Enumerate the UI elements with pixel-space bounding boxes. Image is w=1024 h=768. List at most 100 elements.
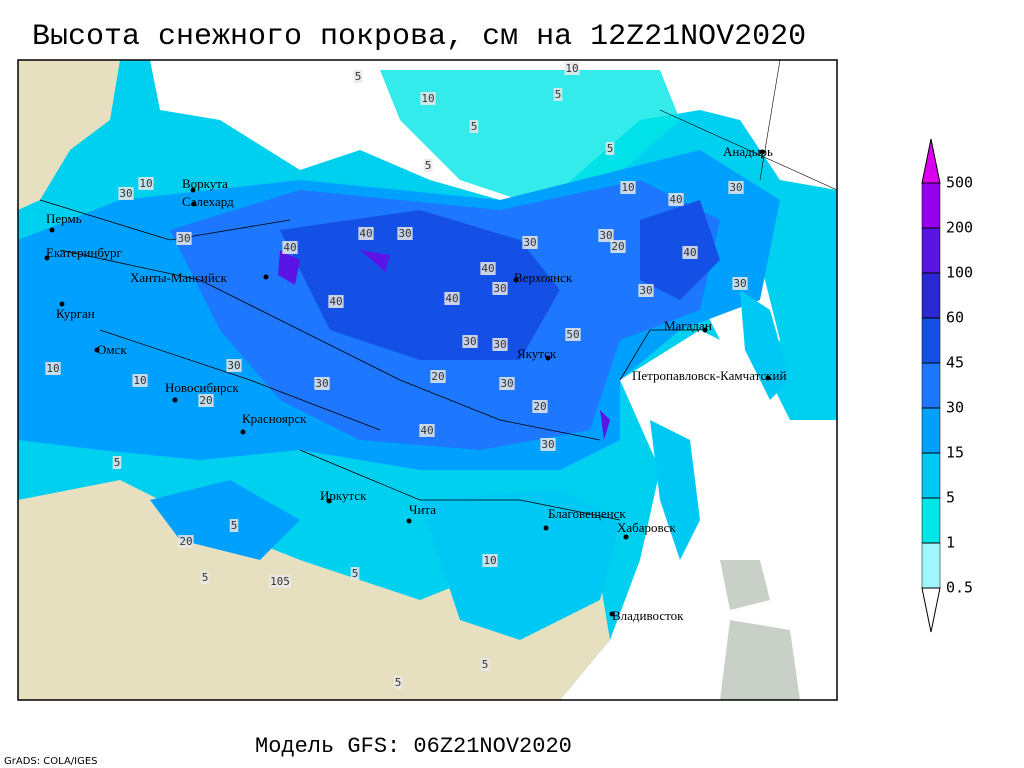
contour-label: 105 xyxy=(270,575,290,588)
city-label: Салехард xyxy=(182,194,234,209)
city-label: Екатеринбург xyxy=(46,245,122,260)
contour-label: 10 xyxy=(483,554,496,567)
contour-label-box xyxy=(462,335,478,348)
city: Хабаровск xyxy=(617,520,676,540)
contour-label-box xyxy=(668,193,684,206)
city-dot xyxy=(326,498,332,504)
contour-label: 30 xyxy=(177,232,190,245)
contour-label: 5 xyxy=(231,519,238,532)
contour-label: 5 xyxy=(425,159,432,172)
land-bare xyxy=(18,480,610,700)
contour-label: 30 xyxy=(315,377,328,390)
cities: Воркута Салехард Пермь Екатеринбург Хант… xyxy=(44,144,787,623)
contour-label-box xyxy=(269,575,291,588)
contour-label: 40 xyxy=(329,295,342,308)
map-frame xyxy=(17,59,838,701)
border xyxy=(39,199,700,521)
contour-label-box xyxy=(492,282,508,295)
contour-label-box xyxy=(564,62,580,75)
contour-label-box xyxy=(200,571,210,584)
contour-label-box xyxy=(565,328,581,341)
title: Высота снежного покрова, см на 12Z21NOV2… xyxy=(32,20,806,54)
city-label: Новосибирск xyxy=(165,380,239,395)
city: Анадырь xyxy=(723,144,773,159)
contour-label-box xyxy=(45,362,61,375)
snow-45 xyxy=(640,200,720,300)
contour-label-box xyxy=(532,400,548,413)
city: Новосибирск xyxy=(165,380,239,403)
colorbar-band xyxy=(921,452,941,499)
contour-label-box xyxy=(314,377,330,390)
city: Владивосток xyxy=(609,608,684,623)
contour-label-box xyxy=(420,92,436,105)
contour-label: 40 xyxy=(420,424,433,437)
contour-label: 40 xyxy=(445,292,458,305)
city-dot xyxy=(59,301,65,307)
contour-label-box xyxy=(353,70,363,83)
contour-label: 30 xyxy=(733,277,746,290)
colorbar-band xyxy=(921,272,941,319)
contour-label: 20 xyxy=(199,394,212,407)
city-dot xyxy=(240,429,246,435)
city: Чита xyxy=(406,502,436,524)
contour-label: 10 xyxy=(565,62,578,75)
contour-label: 5 xyxy=(555,88,562,101)
city-label: Омск xyxy=(97,342,127,357)
contour-label-box xyxy=(132,374,148,387)
contour-label: 5 xyxy=(482,658,489,671)
contour-label: 30 xyxy=(599,229,612,242)
colorbar-band xyxy=(921,182,941,229)
contour-label: 30 xyxy=(398,227,411,240)
contour-label: 5 xyxy=(352,567,359,580)
city-label: Воркута xyxy=(182,176,228,191)
contour-label: 5 xyxy=(471,120,478,133)
city: Курган xyxy=(56,301,95,321)
city-dot xyxy=(191,201,197,207)
contour-label-box xyxy=(728,181,744,194)
map xyxy=(18,60,837,700)
city-dot xyxy=(190,187,196,193)
contour-label: 40 xyxy=(283,241,296,254)
contour-label: 40 xyxy=(481,262,494,275)
city-dot xyxy=(765,375,771,381)
city-label: Курган xyxy=(56,306,95,321)
contour-label: 30 xyxy=(523,236,536,249)
contour-label-box xyxy=(522,236,538,249)
city-label: Владивосток xyxy=(612,608,684,623)
city-label: Пермь xyxy=(46,211,82,226)
contour-label: 10 xyxy=(621,181,634,194)
contour-label-box xyxy=(480,658,490,671)
colorbar-band xyxy=(921,542,941,589)
snow-5 xyxy=(420,490,620,640)
city-label: Благовещенск xyxy=(548,506,626,521)
sakhalin xyxy=(650,420,700,560)
colorbar-label: 1 xyxy=(946,534,955,552)
city: Ханты-Мансийск xyxy=(130,270,269,285)
contour-label-box xyxy=(423,159,433,172)
subtitle: Модель GFS: 06Z21NOV2020 xyxy=(255,734,572,759)
colorbar-label: 500 xyxy=(946,174,973,192)
city-dot xyxy=(623,534,629,540)
contour-label-box xyxy=(282,241,298,254)
city: Верхоянск xyxy=(513,270,573,285)
city-dot xyxy=(545,355,551,361)
contour-label: 10 xyxy=(133,374,146,387)
contour-label-box xyxy=(358,227,374,240)
city: Якутск xyxy=(517,346,557,361)
city-label: Петропавловск-Камчатский xyxy=(632,368,787,383)
colorbar-label: 100 xyxy=(946,264,973,282)
contour-label-box xyxy=(469,120,479,133)
colorbar-band xyxy=(921,407,941,454)
contour-label-box xyxy=(112,456,122,469)
contour-label-box xyxy=(480,262,496,275)
city-label: Чита xyxy=(409,502,436,517)
colorbar-label: 45 xyxy=(946,354,964,372)
city: Воркута xyxy=(182,176,228,193)
contour-label-box xyxy=(598,229,614,242)
city-label: Якутск xyxy=(517,346,557,361)
city: Иркутск xyxy=(320,488,367,504)
contour-label: 10 xyxy=(46,362,59,375)
